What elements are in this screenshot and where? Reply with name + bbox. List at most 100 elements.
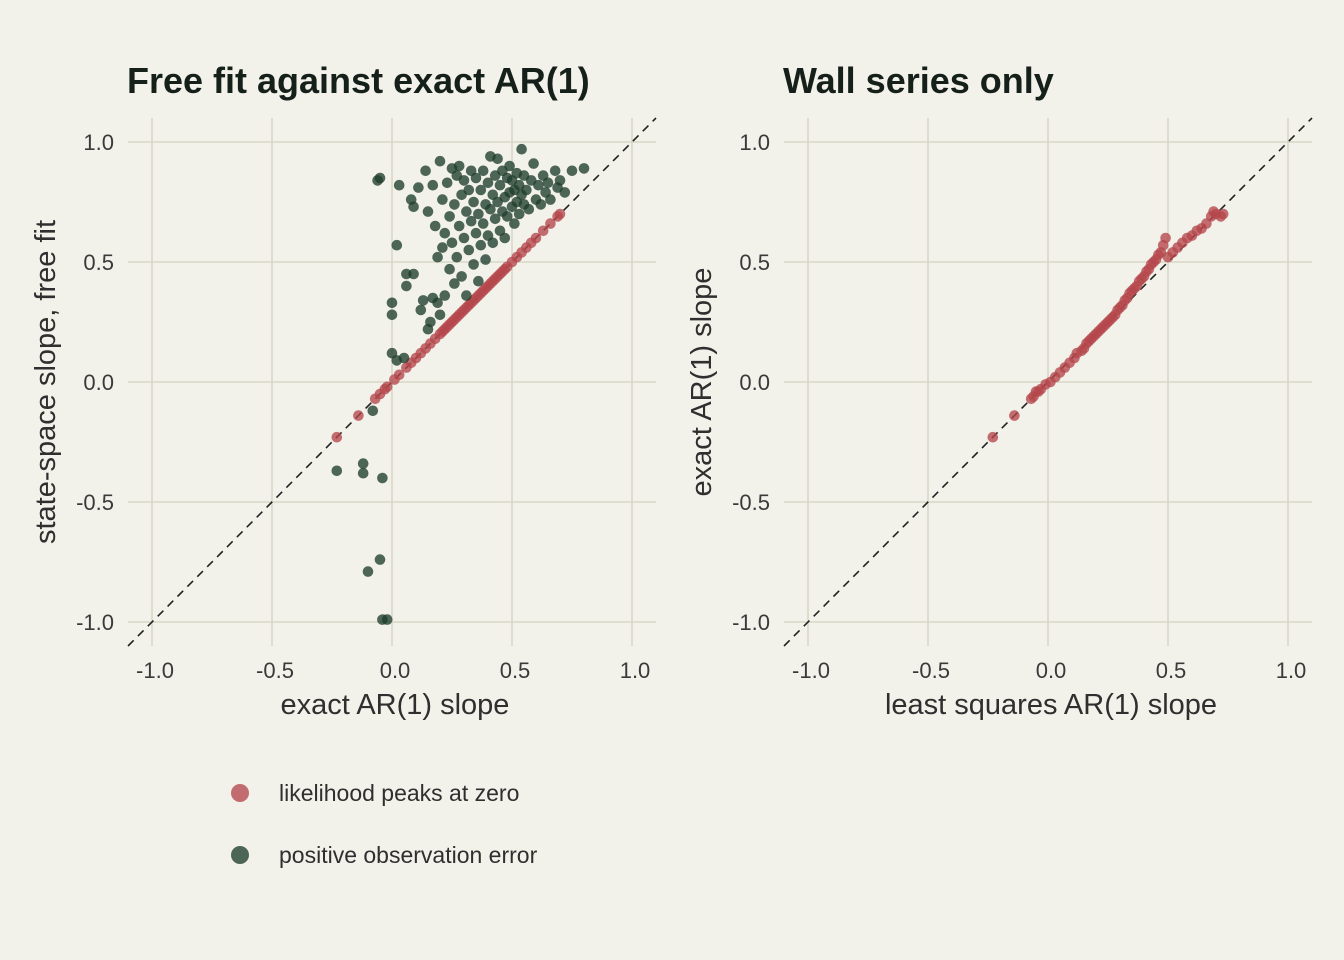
x-tick-label: -1.0	[792, 658, 830, 683]
y-tick-label: -0.5	[76, 490, 114, 515]
data-point	[528, 158, 539, 169]
data-point	[468, 196, 479, 208]
data-point	[453, 160, 465, 172]
panel-title: Free fit against exact AR(1)	[127, 60, 590, 101]
data-point	[357, 458, 369, 469]
data-point	[535, 199, 547, 210]
y-tick-label: 0.0	[83, 370, 114, 395]
data-point	[458, 175, 470, 186]
data-point	[432, 251, 443, 263]
data-point	[509, 218, 520, 229]
x-axis-label: exact AR(1) slope	[281, 689, 510, 721]
data-point	[441, 177, 453, 189]
data-point	[408, 268, 419, 280]
data-point	[494, 179, 506, 191]
data-point	[422, 206, 434, 217]
y-tick-label: 0.5	[739, 250, 770, 275]
data-point	[499, 232, 511, 244]
data-point	[331, 431, 343, 443]
y-tick-label: -1.0	[732, 610, 770, 635]
data-point	[434, 309, 446, 321]
x-axis-label: least squares AR(1) slope	[885, 689, 1217, 721]
data-point	[374, 554, 386, 565]
data-point	[453, 220, 465, 232]
y-tick-label: 0.5	[83, 250, 114, 275]
data-point	[554, 208, 566, 220]
legend-label: positive observation error	[279, 842, 538, 868]
series-positive-observation-error	[331, 143, 590, 625]
data-point	[381, 381, 393, 393]
data-point	[439, 227, 451, 239]
y-axis-label: state-space slope, free fit	[30, 220, 62, 544]
data-point	[357, 467, 369, 479]
data-point	[401, 280, 412, 292]
y-tick-label: 1.0	[739, 130, 770, 155]
data-point	[489, 213, 501, 225]
x-tick-label: -1.0	[136, 658, 174, 683]
x-tick-label: 1.0	[1276, 658, 1307, 683]
data-point	[331, 465, 343, 477]
y-tick-label: -1.0	[76, 610, 114, 635]
data-point	[475, 239, 487, 251]
data-point	[386, 309, 398, 321]
data-point	[477, 165, 489, 177]
y-axis-label: exact AR(1) slope	[686, 268, 718, 497]
data-point	[420, 165, 431, 177]
data-point	[523, 203, 535, 215]
legend-item: positive observation error	[231, 842, 538, 868]
data-point	[451, 251, 463, 263]
tick-labels: -1.0 -0.5 0.0 0.5 1.0 -1.0 -0.5 0.0 0.5 1.0	[76, 130, 650, 683]
data-point	[367, 405, 379, 417]
panel-title: Wall series only	[783, 60, 1054, 101]
data-point	[530, 232, 542, 244]
series-likelihood-peaks-at-zero	[987, 206, 1229, 443]
data-point	[487, 237, 499, 249]
data-point	[362, 566, 374, 577]
x-tick-label: 0.5	[500, 658, 531, 683]
data-point	[415, 304, 427, 316]
data-point	[439, 290, 451, 301]
data-point	[477, 218, 489, 229]
data-point	[444, 211, 455, 222]
data-point	[987, 431, 999, 443]
data-point	[470, 227, 482, 239]
data-point	[393, 179, 405, 191]
data-point	[393, 369, 405, 381]
data-point	[461, 290, 472, 301]
data-point	[432, 297, 443, 309]
data-point	[545, 218, 556, 229]
data-point	[429, 220, 441, 232]
data-point	[446, 237, 458, 249]
data-point	[381, 614, 393, 625]
points-layer	[331, 143, 590, 625]
y-tick-label: 0.0	[739, 370, 770, 395]
data-point	[427, 179, 439, 191]
data-point	[425, 316, 436, 328]
panel-free-fit: Free fit against exact AR(1) -1.0 -0.5 0.0…	[30, 60, 657, 721]
data-point	[549, 165, 561, 177]
x-tick-label: 0.0	[380, 658, 411, 683]
data-point	[417, 295, 429, 306]
data-point	[1009, 410, 1020, 421]
data-point	[470, 172, 482, 184]
legend: likelihood peaks at zero positive observ…	[231, 780, 538, 868]
tick-labels: -1.0 -0.5 0.0 0.5 1.0 -1.0 -0.5 0.0 0.5 1.0	[732, 130, 1306, 683]
data-point	[437, 194, 448, 205]
x-tick-label: -0.5	[256, 658, 294, 683]
data-point	[545, 194, 556, 205]
data-point	[485, 203, 496, 215]
data-point	[533, 179, 544, 191]
data-point	[377, 472, 388, 484]
y-tick-label: -0.5	[732, 490, 770, 515]
data-point	[463, 244, 475, 256]
data-point	[1217, 208, 1229, 220]
data-point	[408, 201, 419, 213]
data-point	[449, 278, 460, 289]
data-point	[463, 184, 475, 196]
data-point	[391, 239, 403, 251]
x-tick-label: 0.0	[1036, 658, 1067, 683]
identity-line	[127, 117, 657, 647]
x-tick-label: 0.5	[1156, 658, 1187, 683]
